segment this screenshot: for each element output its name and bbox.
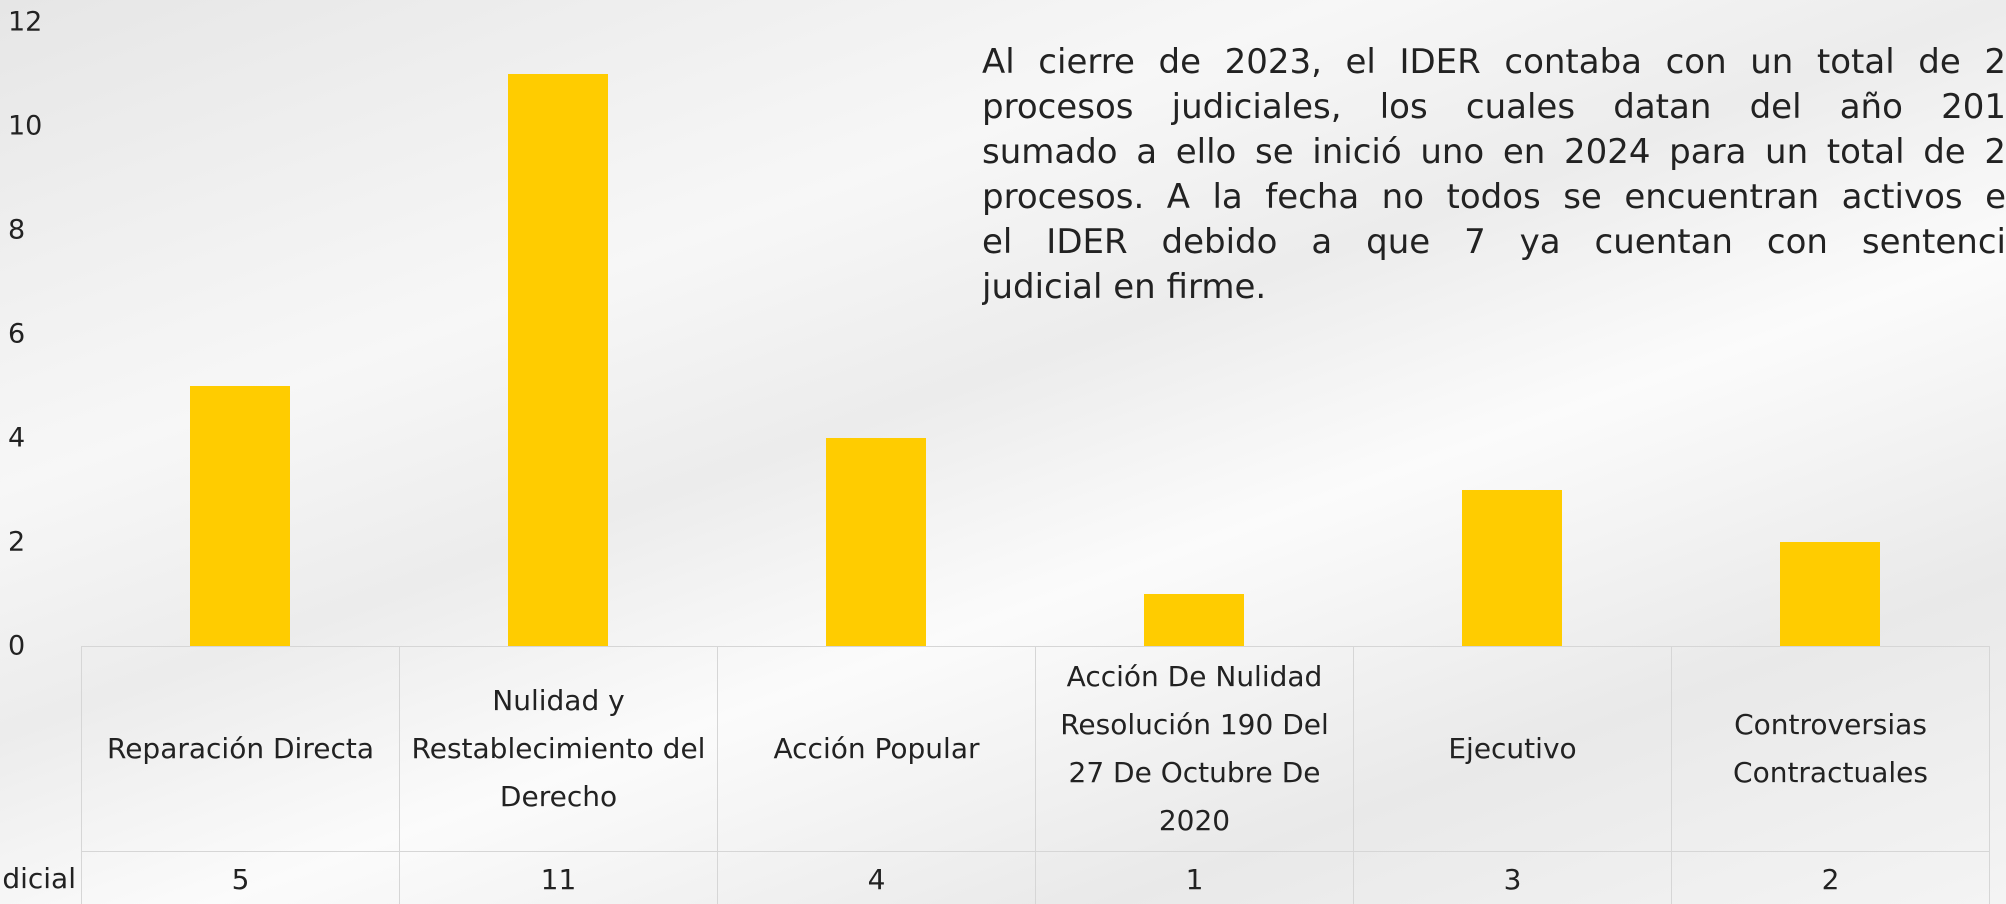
data-table-value: 3 [1353,851,1672,904]
x-tick-label: Acción Popular [717,646,1036,852]
y-tick-label: 8 [8,214,26,246]
data-table-value: 5 [81,851,400,904]
data-table-value: 11 [399,851,718,904]
bar [508,74,608,646]
y-tick-label: 6 [8,318,26,350]
annotation: Al cierre de 2023, el IDER contaba con u… [982,40,2006,310]
data-table-value: 1 [1035,851,1354,904]
annotation-line: procesos judiciales, los cuales datan de… [982,87,2006,127]
x-tick-label: Acción De Nulidad Resolución 190 Del 27 … [1035,646,1354,852]
bar [1144,594,1244,646]
x-tick-label: Nulidad y Restablecimiento del Derecho [399,646,718,852]
annotation-line: judicial en firme. [982,267,1267,307]
annotation-line: el IDER debido a que 7 ya cuentan con se… [982,222,2006,262]
bar [1462,490,1562,646]
y-tick-label: 0 [8,630,26,662]
bar [1780,542,1880,646]
y-tick-label: 12 [8,6,43,38]
bar [826,438,926,646]
y-tick-label: 2 [8,526,26,558]
x-tick-label: Controversias Contractuales [1671,646,1990,852]
bar [190,386,290,646]
y-tick-label: 4 [8,422,26,454]
data-table-value: 4 [717,851,1036,904]
x-tick-label: Ejecutivo [1353,646,1672,852]
annotation-line: Al cierre de 2023, el IDER contaba con u… [982,42,2006,82]
annotation-line: procesos. A la fecha no todos se encuent… [982,177,2006,217]
data-table-series-name: dicial [2,862,76,895]
x-tick-label: Reparación Directa [81,646,400,852]
y-tick-label: 10 [8,110,43,142]
data-table-value: 2 [1671,851,1990,904]
annotation-line: sumado a ello se inició uno en 2024 para… [982,132,2006,172]
